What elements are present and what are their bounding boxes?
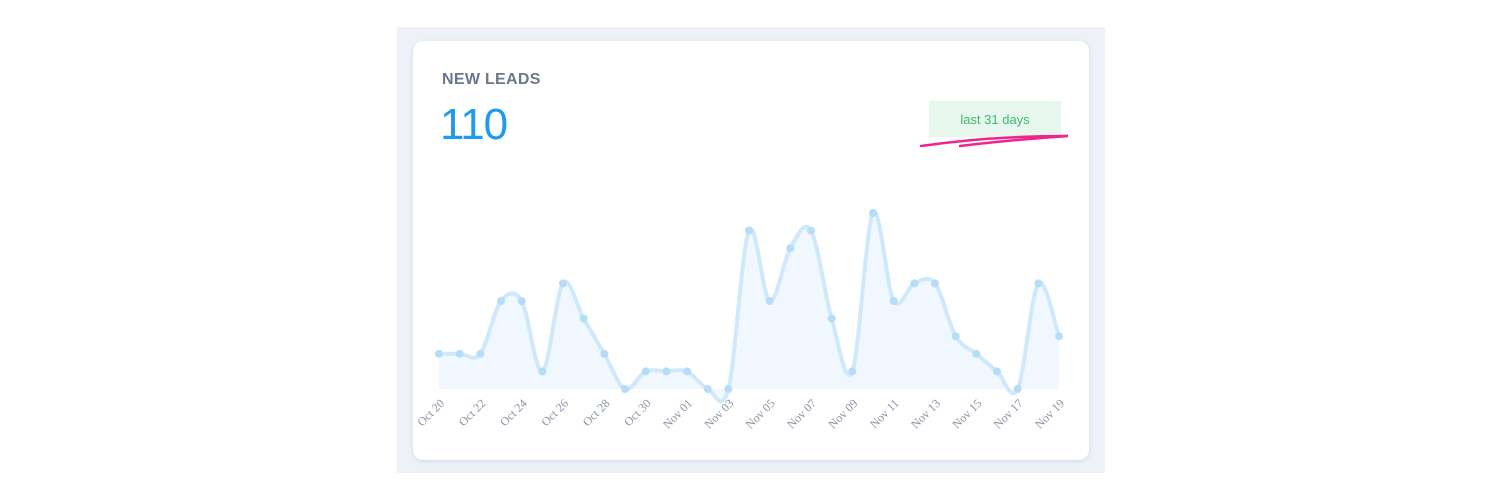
- x-tick-label: Nov 11: [867, 396, 902, 431]
- x-tick-label: Nov 01: [660, 396, 695, 431]
- data-point-nov-08: [827, 314, 836, 323]
- x-tick-label: Oct 22: [456, 396, 489, 429]
- data-point-nov-07: [807, 226, 815, 235]
- data-point-nov-19: [1055, 332, 1063, 341]
- x-tick-label: Oct 24: [497, 396, 530, 429]
- x-tick-label: Oct 28: [580, 396, 613, 429]
- data-point-nov-16: [993, 367, 1001, 376]
- data-point-oct-23: [497, 297, 505, 305]
- data-point-nov-02: [703, 385, 712, 393]
- x-tick-label: Nov 17: [991, 396, 1026, 431]
- period-badge[interactable]: last 31 days: [929, 101, 1061, 137]
- x-tick-label: Nov 07: [784, 396, 819, 431]
- x-tick-label: Oct 20: [414, 396, 447, 429]
- data-point-nov-18: [1034, 279, 1043, 288]
- data-point-nov-17: [1013, 385, 1022, 393]
- data-point-oct-22: [476, 349, 485, 358]
- data-point-nov-11: [889, 297, 898, 305]
- x-tick-label: Nov 19: [1032, 396, 1067, 431]
- data-point-nov-04: [745, 226, 753, 235]
- data-point-nov-12: [910, 279, 919, 288]
- data-point-oct-20: [435, 349, 443, 358]
- x-tick-label: Nov 05: [743, 396, 778, 431]
- x-tick-label: Nov 13: [908, 396, 943, 431]
- data-point-nov-03: [724, 385, 733, 393]
- data-point-oct-26: [559, 279, 567, 288]
- data-point-nov-05: [765, 297, 774, 305]
- data-point-nov-01: [683, 367, 691, 376]
- card-title: NEW LEADS: [442, 71, 541, 88]
- total-leads-value: 110: [440, 100, 508, 149]
- data-point-oct-24: [517, 297, 526, 305]
- data-point-nov-14: [951, 332, 960, 341]
- data-point-oct-25: [538, 367, 547, 376]
- data-point-oct-27: [579, 314, 588, 323]
- data-point-nov-09: [848, 367, 857, 376]
- data-point-oct-29: [621, 385, 629, 393]
- data-point-oct-31: [662, 367, 671, 376]
- data-point-nov-10: [869, 209, 877, 217]
- x-tick-label: Nov 15: [949, 396, 984, 431]
- data-point-nov-13: [931, 279, 939, 288]
- area-fill: [439, 211, 1059, 402]
- x-tick-label: Nov 09: [825, 396, 860, 431]
- data-point-nov-06: [786, 244, 795, 253]
- data-point-nov-15: [972, 349, 981, 358]
- x-tick-label: Oct 26: [538, 396, 571, 429]
- data-point-oct-30: [641, 367, 650, 376]
- data-point-oct-21: [455, 349, 464, 358]
- data-point-oct-28: [600, 349, 609, 358]
- x-tick-label: Oct 30: [621, 396, 654, 429]
